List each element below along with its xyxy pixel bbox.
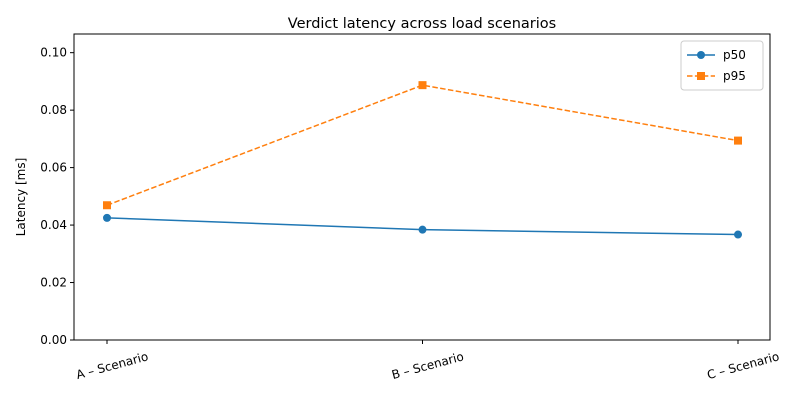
x-tick-label: A – Scenario <box>75 349 150 382</box>
x-axis: A – Scenario B – Scenario C – Scenario <box>75 340 781 382</box>
data-point <box>103 201 111 210</box>
y-tick-label: 0.08 <box>40 103 67 117</box>
data-point <box>418 225 427 234</box>
data-point <box>734 136 742 145</box>
legend-box <box>680 40 764 91</box>
legend-marker <box>697 72 705 80</box>
y-tick-label: 0.00 <box>40 333 67 347</box>
plot-area <box>73 33 771 341</box>
legend-label: p95 <box>723 69 746 83</box>
data-point <box>418 81 427 90</box>
y-tick-label: 0.02 <box>40 276 67 290</box>
x-tick-label: B – Scenario <box>390 349 465 382</box>
y-tick-label: 0.06 <box>40 161 67 175</box>
legend-item-p95: p95 <box>687 69 746 83</box>
legend: p50 p95 <box>680 40 764 91</box>
legend-item-p50: p50 <box>687 48 746 62</box>
y-tick-label: 0.10 <box>40 46 67 60</box>
chart-title: Verdict latency across load scenarios <box>288 16 556 32</box>
series-p95 <box>103 81 742 210</box>
series-p50 <box>103 213 742 239</box>
legend-marker <box>697 51 705 59</box>
y-axis: 0.00 0.02 0.04 0.06 0.08 0.10 <box>40 46 74 347</box>
y-axis-label: Latency [ms] <box>14 158 28 237</box>
legend-label: p50 <box>723 48 746 62</box>
series-layer <box>103 81 742 239</box>
series-line <box>106 84 739 206</box>
data-point <box>103 213 111 222</box>
data-point <box>734 230 742 239</box>
y-tick-label: 0.04 <box>40 218 67 232</box>
x-tick-label: C – Scenario <box>705 349 780 382</box>
